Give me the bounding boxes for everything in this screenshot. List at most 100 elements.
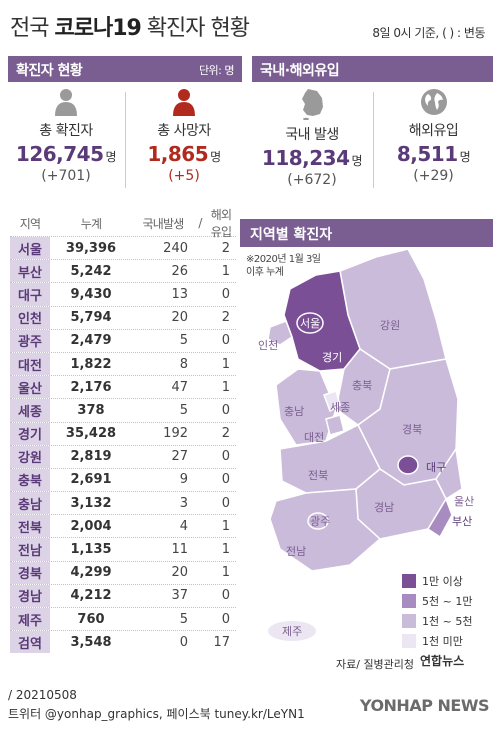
domestic-count: 0 [179,634,188,650]
region-name: 부산 [10,260,50,283]
table-row: 대구 9,430 13 0 [10,282,236,306]
cumulative-count: 2,479 [70,333,112,349]
overseas-count: 1 [221,518,230,534]
overseas-count: 1 [221,379,230,395]
region-name: 전북 [10,515,50,538]
region-map: 지역별 확진자 ※2020년 1월 3일 이후 누계 [240,219,493,681]
region-jeonnam [269,488,382,572]
legend-item: 1만 이상 [402,571,492,591]
cumulative-count: 39,396 [65,240,117,256]
unit-label: 단위: 명 [198,64,235,77]
table-row: 인천 5,794 20 2 [10,305,236,329]
source-note: 자료/ 질병관리청 [336,658,415,671]
region-name: 대구 [10,283,50,306]
region-name: 경남 [10,584,50,607]
legend-item: 5천 ~ 1만 [402,591,492,611]
table-body: 서울 39,396 240 2 부산 5,242 26 1 대구 9,430 13 0 인천 5,794 2… [10,236,236,654]
yonhap-watermark: YONHAP NEWS [359,696,490,715]
header: 전국 코로나19 확진자 현황 8일 0시 기준, ( ) : 변동 [0,0,499,48]
confirmed-section-bar: 확진자 현황 단위: 명 [8,56,242,82]
stat-domestic: 국내 발생 118,234 명 (+672) [252,84,372,196]
overseas-count: 0 [221,611,230,627]
domestic-count: 26 [171,263,188,279]
cumulative-count: 378 [77,402,105,418]
cumulative-count: 3,132 [70,495,112,511]
domestic-count: 240 [163,240,188,256]
region-name: 제주 [10,608,50,631]
label-gwangju: 광주 [310,515,330,528]
table-row: 충남 3,132 3 0 [10,491,236,515]
person-icon [55,89,77,116]
table-row: 광주 2,479 5 0 [10,328,236,352]
cumulative-count: 35,428 [65,426,117,442]
table-row: 세종 378 5 0 [10,398,236,422]
table-row: 전북 2,004 4 1 [10,514,236,538]
table-row: 대전 1,822 8 1 [10,351,236,376]
region-name: 서울 [10,237,50,260]
table-header: 지역 누계 국내발생 / 해외유입 [19,208,232,239]
table-row: 부산 5,242 26 1 [10,259,236,283]
basis-note: 8일 0시 기준, ( ) : 변동 [372,26,485,40]
overseas-count: 0 [221,449,230,465]
label-chungnam: 충남 [284,405,304,418]
table-row: 서울 39,396 240 2 [10,236,236,260]
cumulative-count: 2,176 [70,379,112,395]
overseas-count: 0 [221,472,230,488]
cumulative-count: 4,299 [70,565,112,581]
overseas-count: 0 [221,402,230,418]
region-seoul [296,312,324,334]
label-seoul: 서울 [300,317,320,330]
cumulative-count: 2,691 [70,472,112,488]
region-jeju [268,621,316,641]
table-row: 충북 2,691 9 0 [10,467,236,492]
domestic-count: 5 [179,333,188,349]
region-daegu [397,455,419,475]
legend-item: 1천 ~ 5천 [402,611,492,631]
table-row: 경기 35,428 192 2 [10,421,236,445]
domestic-count: 11 [171,542,188,558]
table-row: 경남 4,212 37 0 [10,583,236,607]
overseas-count: 1 [221,263,230,279]
domestic-count: 47 [171,379,188,395]
region-name: 전남 [10,538,50,561]
map-legend: 1만 이상 5천 ~ 1만 1천 ~ 5천 1천 미만 [402,571,492,651]
footer-date: / 20210508 [8,688,77,702]
domestic-count: 20 [171,565,188,581]
overseas-count: 1 [221,542,230,558]
label-daegu: 대구 [426,461,446,474]
domestic-count: 8 [179,356,188,372]
label-jeonnam: 전남 [286,545,306,558]
footer-social: 트위터 @yonhap_graphics, 페이스북 tuney.kr/LeYN… [8,707,305,721]
region-name: 세종 [10,399,50,422]
label-daejeon: 대전 [304,431,324,444]
label-chungbuk: 충북 [352,379,372,392]
domestic-count: 37 [171,588,188,604]
region-name: 인천 [10,306,50,329]
region-incheon [267,320,293,346]
stat-total-confirmed: 총 확진자 126,745 명 (+701) [8,84,124,196]
origin-section-bar: 국내·해외유입 [252,56,493,82]
overseas-count: 2 [221,310,230,326]
domestic-count: 5 [179,611,188,627]
label-gyeongbuk: 경북 [402,423,422,436]
domestic-count: 27 [171,449,188,465]
cumulative-count: 5,242 [70,263,112,279]
label-busan: 부산 [452,515,472,528]
table-row: 검역 3,548 0 17 [10,630,236,654]
legend-item: 1천 미만 [402,631,492,651]
cumulative-count: 3,548 [70,634,112,650]
region-gwangju [307,512,329,530]
label-gyeongnam: 경남 [374,501,394,514]
legend-swatch [402,614,416,628]
cumulative-count: 760 [77,611,105,627]
page-title: 전국 코로나19 확진자 현황 [10,16,250,41]
domestic-count: 9 [179,472,188,488]
region-name: 경기 [10,422,50,445]
legend-swatch [402,574,416,588]
label-jeju: 제주 [282,625,302,638]
label-gangwon: 강원 [380,319,400,332]
cumulative-count: 1,135 [70,542,112,558]
region-name: 검역 [10,631,50,654]
globe-icon [420,89,447,115]
overseas-count: 2 [221,240,230,256]
